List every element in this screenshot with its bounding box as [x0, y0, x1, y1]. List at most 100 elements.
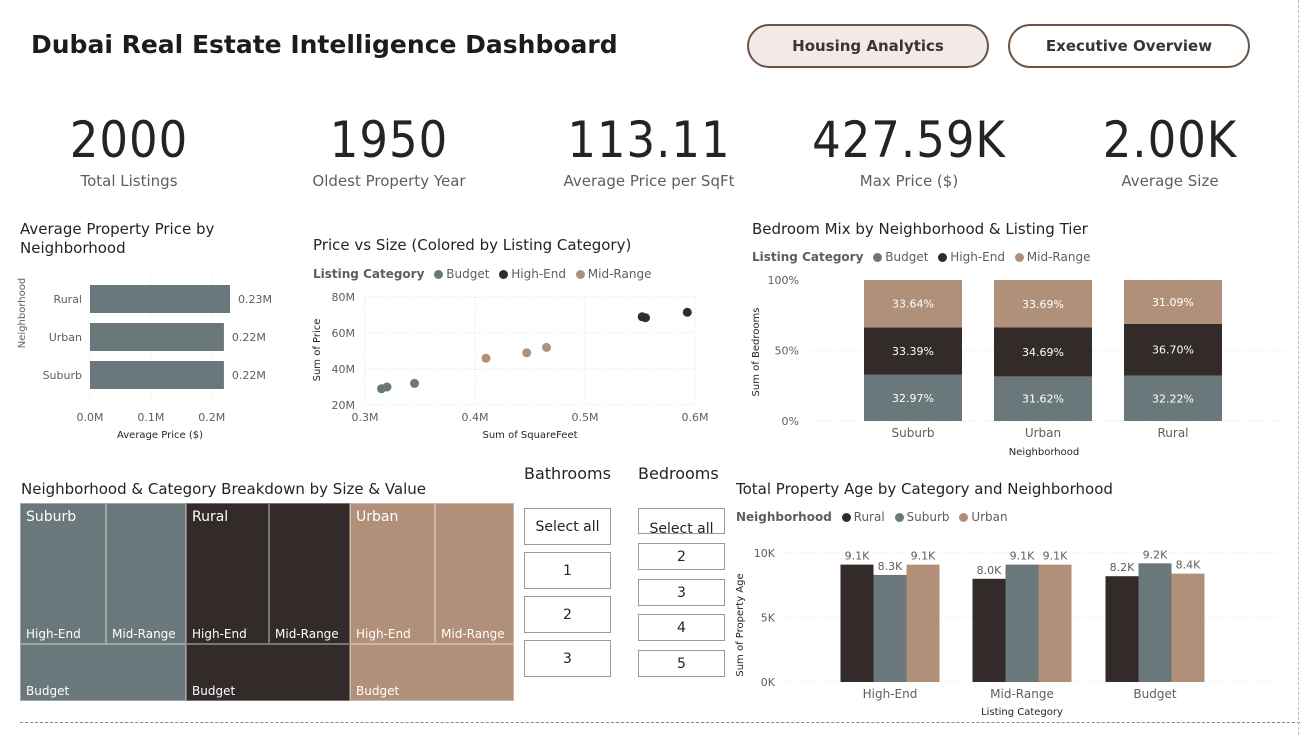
y-tick-label: 5K — [761, 612, 776, 625]
x-tick-label: 0.0M — [77, 411, 104, 424]
legend-item-rural: Rural — [853, 510, 885, 524]
treemap-cell-suburb-budget[interactable]: Budget — [20, 644, 186, 701]
x-tick-label: Suburb — [892, 426, 935, 440]
slicer-bedrooms-option-4[interactable]: 4 — [638, 614, 725, 641]
kpi-label: Average Price per SqFt — [563, 172, 735, 190]
slicer-option-label: 4 — [677, 619, 686, 636]
legend-swatch-high-end — [938, 253, 948, 262]
bar — [1105, 576, 1139, 682]
treemap-cell-label: Mid-Range — [112, 627, 176, 641]
kpi-card-total-listings: 2000 Total Listings — [9, 108, 249, 190]
bar — [1005, 564, 1039, 682]
stacked-bar-segment — [864, 374, 962, 421]
x-tick-label: 0.1M — [137, 411, 164, 424]
treemap-cell-label: High-End — [26, 627, 81, 641]
legend-swatch-budget — [434, 270, 444, 279]
treemap-cell-suburb-mid-range[interactable]: Mid-Range — [106, 503, 186, 644]
treemap-cell-urban-budget[interactable]: Budget — [350, 644, 514, 701]
treemap-cell-urban-high-end[interactable]: Urban High-End — [350, 503, 435, 644]
scatter-point — [682, 307, 692, 317]
legend-swatch-urban — [959, 513, 969, 522]
treemap-cell-urban-mid-range[interactable]: Mid-Range — [435, 503, 514, 644]
legend-title: Listing Category — [313, 267, 425, 281]
treemap-cell-rural-high-end[interactable]: Rural High-End — [186, 503, 269, 644]
data-label: 8.2K — [1110, 561, 1135, 574]
treemap-cell-label: Budget — [26, 684, 70, 698]
y-tick-label: 40M — [332, 363, 356, 376]
legend-listing-category: Listing Category Budget High-End Mid-Ran… — [313, 267, 651, 281]
page-title: Dubai Real Estate Intelligence Dashboard — [31, 30, 618, 59]
kpi-value: 113.11 — [567, 111, 731, 169]
treemap-cell-label: Mid-Range — [275, 627, 339, 641]
kpi-card-avg-size: 2.00K Average Size — [1050, 108, 1290, 190]
slicer-bedrooms-select-all[interactable]: Select all — [638, 508, 725, 534]
y-tick-label: 0% — [782, 415, 799, 428]
kpi-card-max-price: 427.59K Max Price ($) — [789, 108, 1029, 190]
legend-neighborhood: Neighborhood Rural Suburb Urban — [736, 510, 1008, 524]
chart-title-treemap: Neighborhood & Category Breakdown by Siz… — [21, 480, 427, 498]
treemap-group-label: Suburb — [26, 509, 77, 525]
data-label: 9.1K — [1010, 550, 1035, 563]
x-tick-label: Budget — [1133, 687, 1176, 701]
slicer-bedrooms-option-2[interactable]: 2 — [638, 543, 725, 570]
slicer-bathrooms-select-all[interactable]: Select all — [524, 508, 611, 545]
x-tick-label: Urban — [1025, 426, 1061, 440]
data-label: 32.22% — [1152, 392, 1194, 405]
kpi-label: Average Size — [1121, 172, 1219, 190]
slicer-bathrooms-option-2[interactable]: 2 — [524, 596, 611, 633]
bar — [972, 578, 1006, 682]
slicer-bathrooms-option-3[interactable]: 3 — [524, 640, 611, 677]
slicer-option-label: 2 — [677, 548, 686, 565]
data-label: 31.62% — [1022, 393, 1064, 406]
bar — [840, 564, 874, 682]
treemap-cell-suburb-high-end[interactable]: Suburb High-End — [20, 503, 106, 644]
treemap-cell-rural-mid-range[interactable]: Mid-Range — [269, 503, 350, 644]
scatter-point — [382, 382, 392, 392]
slicer-bedrooms-option-3[interactable]: 3 — [638, 579, 725, 606]
page-right-divider — [1298, 0, 1299, 735]
treemap-cell-label: Budget — [192, 684, 236, 698]
stacked-bar-segment — [864, 280, 962, 328]
legend-item-urban: Urban — [971, 510, 1008, 524]
nav-button-housing-analytics[interactable]: Housing Analytics — [747, 24, 989, 68]
scatter-point — [641, 313, 650, 323]
x-axis-label: Listing Category — [981, 707, 1063, 718]
kpi-value: 1950 — [329, 111, 449, 169]
y-tick-label: 0K — [761, 676, 776, 689]
x-tick-label: 0.4M — [462, 411, 489, 424]
treemap-cell-label: Mid-Range — [441, 627, 505, 641]
treemap-cell-rural-budget[interactable]: Budget — [186, 644, 350, 701]
page-bottom-divider — [20, 722, 1300, 723]
y-axis-label: Sum of Price — [312, 319, 323, 382]
x-tick-label: Mid-Range — [990, 687, 1054, 701]
scatter-point — [410, 378, 419, 388]
scatter-point — [481, 353, 491, 363]
price-vs-size-scatter: 0.3M 0.4M 0.5M 0.6M 80M 60M 40M 20M Sum of Pric… — [312, 291, 708, 441]
legend-swatch-rural — [841, 513, 851, 522]
legend-item-suburb: Suburb — [906, 510, 950, 524]
kpi-card-avg-price-sqft: 113.11 Average Price per SqFt — [529, 108, 769, 190]
nav-button-label: Executive Overview — [1045, 37, 1213, 55]
x-tick-label: Rural — [1157, 426, 1188, 440]
data-label: 33.69% — [1022, 298, 1064, 311]
chart-title-bedroom-mix: Bedroom Mix by Neighborhood & Listing Ti… — [752, 220, 1088, 238]
slicer-bathrooms-option-1[interactable]: 1 — [524, 552, 611, 589]
x-axis-label: Average Price ($) — [117, 430, 203, 441]
y-tick-label: Rural — [54, 293, 82, 306]
legend-item-high-end: High-End — [950, 250, 1005, 264]
bar — [90, 285, 230, 313]
treemap-group-label: Rural — [192, 509, 229, 525]
slicer-option-label: 1 — [563, 562, 572, 579]
bar — [1138, 563, 1172, 682]
data-label: 8.4K — [1176, 559, 1201, 572]
slicer-title-bedrooms: Bedrooms — [638, 464, 719, 483]
slicer-bedrooms-option-5[interactable]: 5 — [638, 650, 725, 677]
y-tick-label: 50% — [775, 345, 799, 358]
bar — [90, 361, 224, 389]
stacked-bar-segment — [994, 327, 1092, 377]
nav-button-executive-overview[interactable]: Executive Overview — [1008, 24, 1250, 68]
legend-swatch-mid-range — [1014, 253, 1024, 262]
y-axis-label: Sum of Bedrooms — [751, 308, 762, 397]
slicer-option-label: 2 — [563, 606, 572, 623]
legend-title: Listing Category — [752, 250, 864, 264]
